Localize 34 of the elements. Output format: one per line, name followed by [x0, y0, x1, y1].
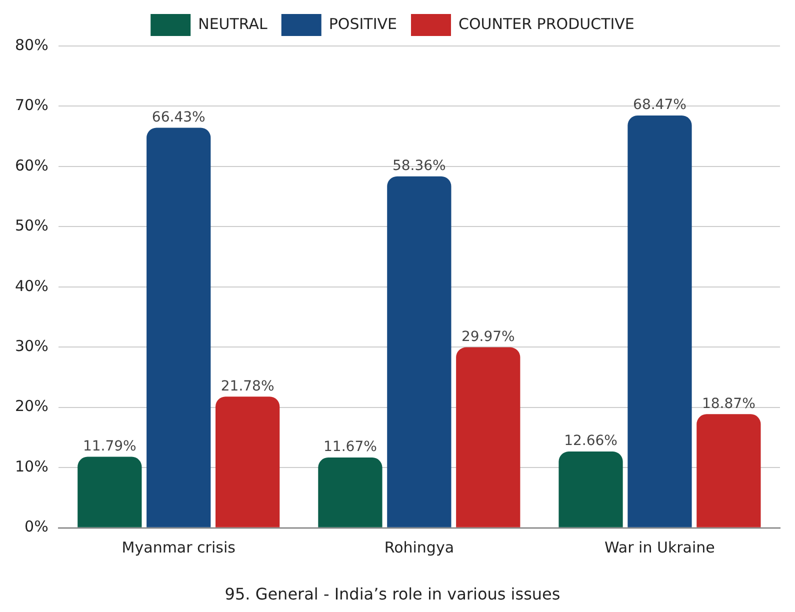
text: 95. General - India’s role in various issues — [224, 584, 560, 604]
bar — [558, 452, 623, 528]
bar — [78, 456, 142, 528]
y-tick-label: 70% — [14, 96, 48, 114]
bar — [216, 396, 280, 528]
y-tick-label: 0% — [24, 518, 48, 536]
x-tick-label: War in Ukraine — [604, 538, 715, 557]
y-tick-label: 50% — [14, 216, 48, 235]
legend-label: COUNTER PRODUCTIVE — [458, 14, 634, 33]
legend-label: POSITIVE — [328, 14, 397, 33]
x-tick-label: Rohingya — [384, 538, 454, 557]
data-label: 58.36% — [392, 158, 446, 174]
data-label: 66.43% — [152, 109, 206, 126]
data-label: 21.78% — [220, 378, 274, 394]
y-tick-label: 40% — [14, 276, 48, 295]
bar — [696, 414, 761, 528]
y-tick-label: 20% — [14, 397, 48, 416]
data-label: 12.66% — [564, 433, 618, 450]
bar — [387, 176, 452, 528]
y-tick-label: 60% — [14, 156, 48, 174]
bar — [318, 458, 382, 528]
data-label: 18.87% — [702, 396, 756, 412]
y-tick-label: 80% — [14, 36, 48, 54]
data-label: 11.79% — [82, 438, 136, 454]
bar — [456, 347, 520, 528]
legend-label: NEUTRAL — [198, 14, 268, 33]
data-label: 29.97% — [461, 328, 515, 345]
x-tick-label: Myanmar crisis — [122, 538, 236, 557]
bar — [146, 128, 211, 528]
y-tick-label: 30% — [14, 337, 48, 356]
data-label: 68.47% — [633, 97, 686, 114]
data-label: 11.67% — [324, 439, 377, 456]
bar — [628, 115, 692, 528]
y-tick-label: 10% — [14, 457, 48, 476]
